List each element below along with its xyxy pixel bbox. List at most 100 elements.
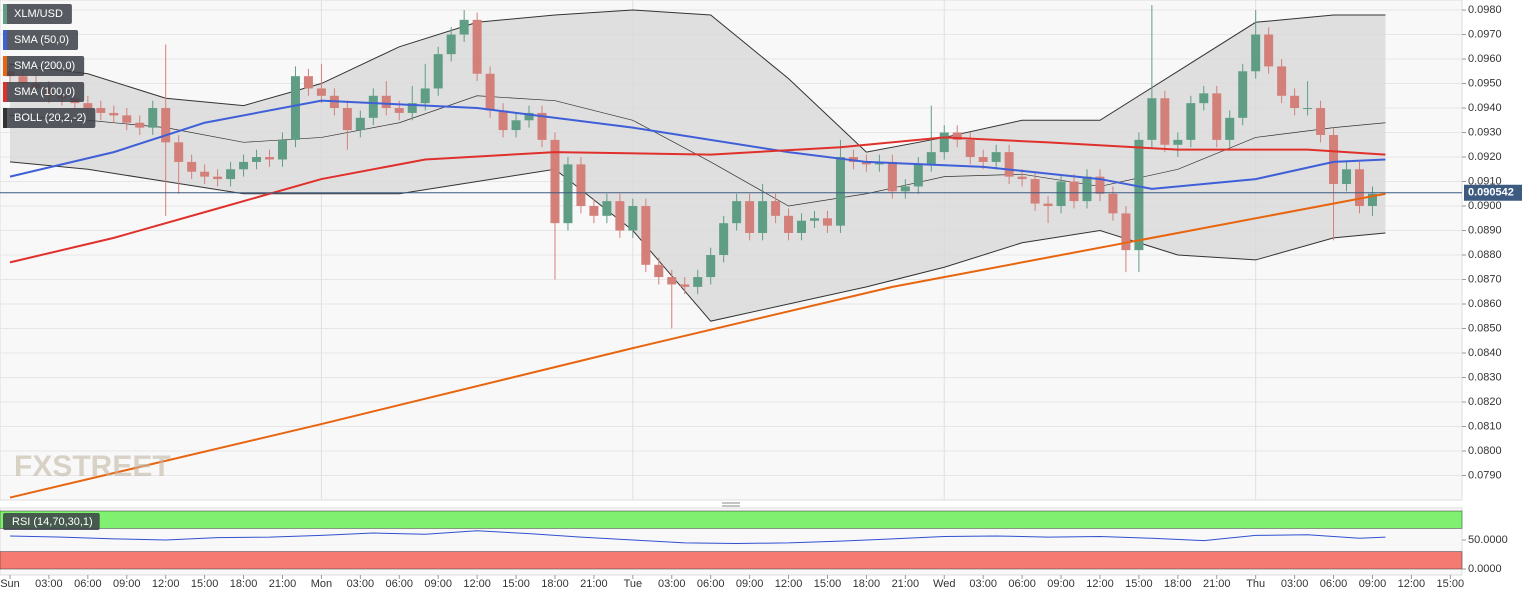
x-tick-label: 12:00: [775, 578, 803, 590]
candle-body: [381, 95, 391, 109]
candle-body: [1354, 169, 1364, 207]
candle-body: [1329, 134, 1339, 184]
x-tick-label: 21:00: [580, 578, 608, 590]
y-tick-label: 0.0970: [1468, 28, 1502, 40]
candle-body: [433, 54, 443, 89]
x-tick-label: 09:00: [1047, 578, 1075, 590]
legend-swatch: [3, 82, 7, 102]
bollinger-lower: [9, 161, 1386, 322]
candle-body: [511, 120, 521, 131]
candle-body: [1004, 152, 1014, 177]
x-tick-label: 03:00: [969, 578, 997, 590]
x-tick-label: 06:00: [74, 578, 102, 590]
y-tick-label: 0.0910: [1468, 175, 1502, 187]
y-tick-label: 0.0790: [1468, 469, 1502, 481]
candle-body: [654, 264, 664, 278]
y-tick-label: 0.0880: [1468, 249, 1502, 261]
legend-label: SMA (200,0): [14, 60, 75, 72]
candle-body: [861, 161, 871, 165]
x-tick-label: Thu: [1246, 578, 1265, 590]
y-tick-label: 0.0850: [1468, 322, 1502, 334]
candle-body: [524, 112, 534, 121]
candle-body: [758, 201, 768, 233]
y-tick-label: 0.0920: [1468, 151, 1502, 163]
candle-body: [978, 157, 988, 162]
candle-body: [1367, 193, 1377, 207]
x-tick-label: 09:00: [736, 578, 764, 590]
y-tick-label: 0.0860: [1468, 298, 1502, 310]
sma-line: [9, 99, 1386, 190]
candle-body: [693, 277, 703, 287]
candle-body: [290, 76, 300, 140]
y-tick-label: 0.0830: [1468, 371, 1502, 383]
legend-swatch: [3, 30, 7, 50]
candle-body: [355, 117, 365, 131]
sma-line: [9, 192, 1386, 499]
candle-body: [1238, 71, 1248, 118]
candle-body: [628, 206, 638, 231]
x-tick-label: 15:00: [1437, 578, 1465, 590]
x-tick-label: 21:00: [1203, 578, 1231, 590]
y-tick-label: 0.0980: [1468, 4, 1502, 16]
x-tick-label: 15:00: [1125, 578, 1153, 590]
candle-body: [265, 157, 275, 160]
legend-item: SMA (100,0): [3, 82, 85, 102]
legend-box: [3, 513, 100, 530]
candle-body: [537, 112, 547, 140]
candle-body: [939, 132, 949, 153]
x-tick-label: 09:00: [424, 578, 452, 590]
candle-body: [952, 132, 962, 140]
legend-label: SMA (50,0): [14, 34, 69, 46]
candle-body: [239, 161, 249, 170]
splitter: [722, 502, 740, 507]
x-tick-label: 03:00: [1281, 578, 1309, 590]
candle-body: [1290, 95, 1300, 109]
candle-body: [1342, 169, 1352, 184]
x-tick-label: 15:00: [502, 578, 530, 590]
x-tick-label: 06:00: [697, 578, 725, 590]
x-tick-label: 15:00: [814, 578, 842, 590]
candle-body: [563, 164, 573, 224]
candle-body: [589, 206, 599, 216]
legend-label: RSI (14,70,30,1): [12, 516, 93, 528]
candle-body: [122, 115, 132, 123]
candle-body: [18, 76, 28, 84]
legend-box: [3, 4, 72, 24]
candle-body: [1056, 181, 1066, 207]
x-tick-label: 21:00: [892, 578, 920, 590]
y-tick-label: 0.0840: [1468, 347, 1502, 359]
candle-body: [1069, 181, 1079, 202]
candle-body: [1186, 103, 1196, 140]
candle-body: [1199, 93, 1209, 104]
candle-body: [342, 108, 352, 131]
candle-body: [213, 176, 223, 180]
candle-body: [316, 88, 326, 96]
x-tick-label: 09:00: [113, 578, 141, 590]
candle-body: [991, 152, 1001, 162]
legend-item: SMA (200,0): [3, 56, 85, 76]
candle-body: [485, 73, 495, 111]
y-tick-label: 0.0870: [1468, 273, 1502, 285]
candle-body: [1108, 193, 1118, 214]
candle-body: [706, 255, 716, 278]
candle-body: [407, 103, 417, 113]
candle-body: [576, 164, 586, 207]
candle-body: [1030, 179, 1040, 204]
y-tick-label: 0.0940: [1468, 102, 1502, 114]
x-tick-label: 06:00: [1320, 578, 1348, 590]
candle-body: [1225, 117, 1235, 140]
candle-body: [1147, 98, 1157, 140]
candle-body: [1043, 203, 1053, 207]
candle-body: [498, 110, 508, 131]
candle-body: [161, 108, 171, 143]
x-tick-label: 18:00: [853, 578, 881, 590]
legend-label: BOLL (20,2,-2): [14, 112, 86, 124]
candle-body: [148, 108, 158, 128]
legend-swatch: [3, 108, 7, 128]
candle-body: [200, 171, 210, 177]
candle-body: [252, 157, 262, 162]
y-tick-label: 0.0000: [1468, 563, 1502, 575]
candle-body: [1134, 139, 1144, 251]
bollinger-middle: [9, 95, 1386, 207]
